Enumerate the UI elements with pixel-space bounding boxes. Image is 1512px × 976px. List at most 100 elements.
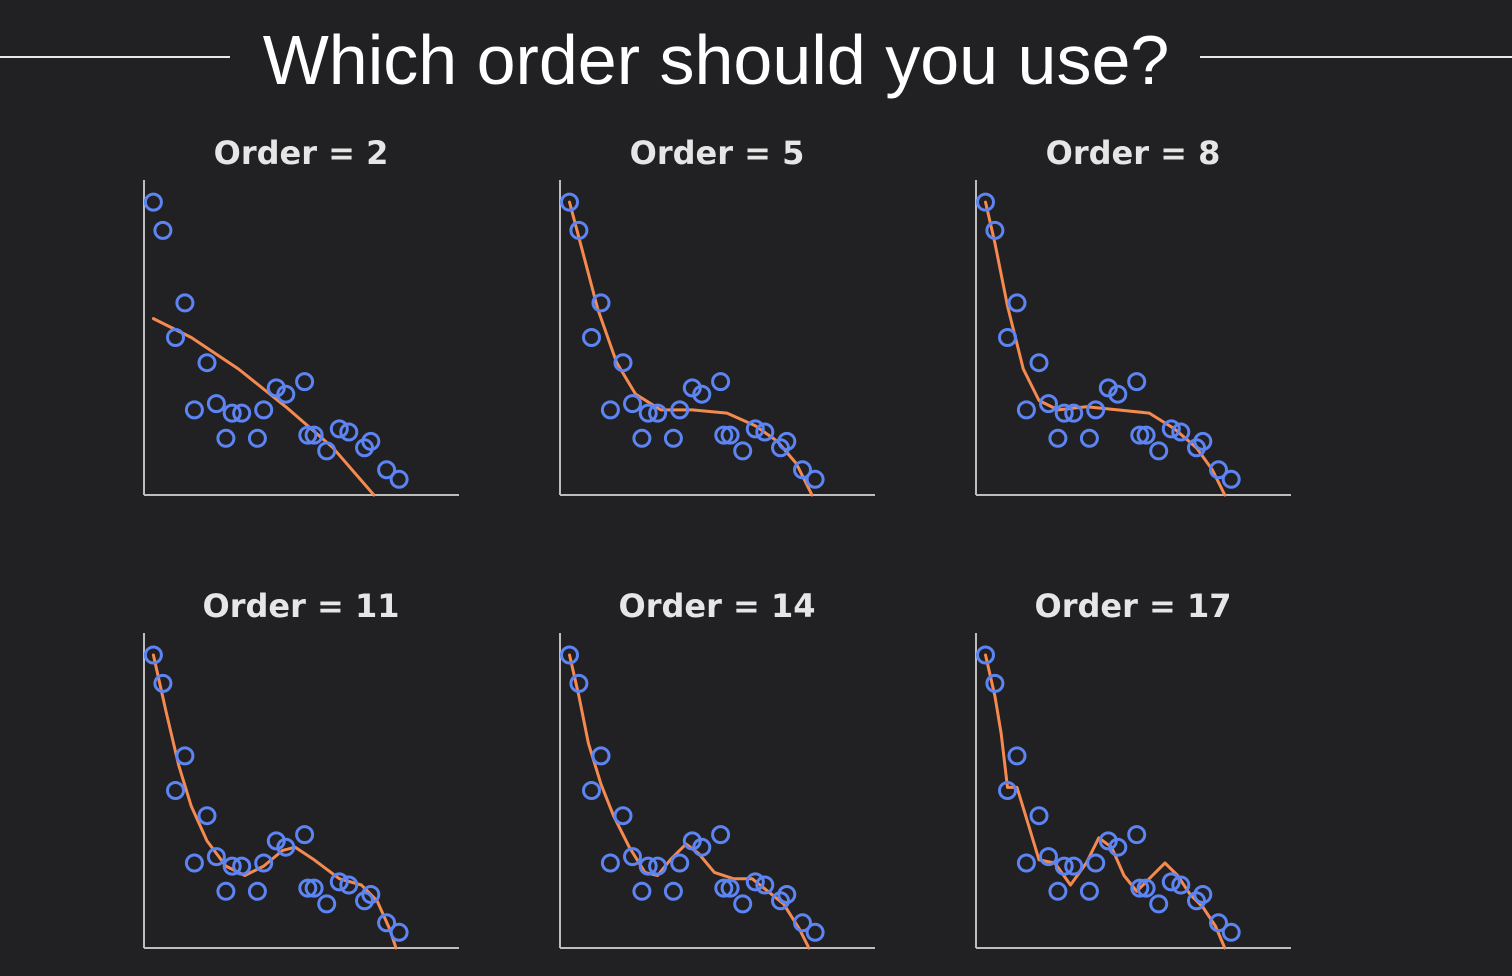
data-point (247, 881, 267, 901)
data-point (1193, 885, 1213, 904)
data-point (582, 781, 601, 800)
data-point (266, 831, 286, 851)
data-point (638, 856, 658, 876)
data-point (1039, 394, 1058, 414)
data-point (247, 428, 267, 448)
data-point (1171, 422, 1191, 442)
data-point (1130, 878, 1150, 898)
data-point (329, 872, 349, 892)
data-point (777, 885, 797, 904)
data-point (1171, 875, 1191, 895)
data-point (560, 192, 579, 212)
data-point (623, 394, 642, 414)
data-point (232, 856, 252, 876)
data-point (1161, 872, 1181, 892)
data-point (276, 384, 296, 404)
data-point (745, 872, 765, 892)
data-point (216, 428, 236, 448)
data-point (317, 894, 337, 914)
data-point (1016, 853, 1036, 873)
data-point (304, 425, 324, 445)
data-point (153, 673, 173, 693)
data-point (560, 645, 579, 665)
data-point (692, 837, 712, 857)
data-point (805, 922, 825, 942)
data-point (377, 913, 397, 933)
data-point (1108, 837, 1128, 857)
panel-order-5: Order = 5 (559, 134, 875, 497)
data-point (175, 746, 195, 766)
data-point (663, 881, 683, 901)
data-point (793, 913, 812, 933)
panel-title: Order = 8 (1046, 134, 1221, 172)
data-point (648, 856, 668, 876)
data-point (1127, 825, 1147, 845)
data-point (1054, 403, 1074, 423)
data-point (1098, 831, 1118, 851)
data-point (711, 372, 731, 392)
data-point (711, 825, 731, 845)
data-point (1136, 878, 1156, 898)
data-point (1149, 894, 1169, 914)
data-point (197, 806, 217, 826)
panel-title: Order = 14 (619, 587, 816, 625)
data-point (720, 425, 740, 445)
data-point (1221, 922, 1241, 942)
fit-curve (568, 200, 814, 497)
data-point (222, 856, 242, 876)
data-point (569, 220, 589, 240)
data-point (793, 460, 812, 480)
data-point (216, 881, 236, 901)
data-point (1127, 372, 1147, 392)
data-point (1079, 881, 1099, 901)
data-point (1136, 425, 1156, 445)
data-point (1086, 400, 1106, 420)
data-point (206, 847, 226, 867)
data-point (295, 825, 315, 845)
panel-order-2: Order = 2 (143, 134, 459, 497)
panel-grid: Order = 2 Order = 5 Order = 8 Order = 11 Ord… (143, 134, 1291, 950)
data-point (1029, 806, 1049, 826)
data-point (254, 400, 274, 420)
data-point (1064, 403, 1084, 423)
fit-curve (568, 653, 811, 950)
data-point (184, 400, 204, 420)
data-point (153, 220, 173, 240)
panel-title: Order = 5 (630, 134, 805, 172)
data-point (1029, 353, 1049, 373)
data-point (298, 425, 318, 445)
data-point (1161, 419, 1181, 439)
data-point (222, 403, 242, 423)
data-point (1064, 856, 1084, 876)
data-point (143, 192, 163, 212)
data-point (317, 441, 337, 461)
data-point (377, 460, 397, 480)
data-point (985, 673, 1005, 693)
data-point (1209, 460, 1228, 480)
data-point (361, 885, 381, 904)
data-point (613, 353, 633, 373)
data-point (166, 328, 185, 347)
data-point (298, 878, 318, 898)
data-point (206, 394, 226, 414)
data-point (1007, 293, 1027, 313)
data-point (1048, 881, 1068, 901)
panel-order-11: Order = 11 (143, 587, 459, 950)
data-point (276, 837, 296, 857)
data-point (720, 878, 740, 898)
data-point (1007, 746, 1027, 766)
fit-curve (151, 653, 398, 950)
data-point (998, 328, 1017, 347)
data-point (389, 922, 409, 942)
data-point (623, 847, 642, 867)
data-point (389, 469, 409, 489)
data-point (295, 372, 315, 392)
data-point (582, 328, 601, 347)
panel-order-14: Order = 14 (559, 587, 875, 950)
data-point (1193, 431, 1213, 451)
data-point (361, 431, 381, 451)
panel-title: Order = 17 (1035, 587, 1232, 625)
panel-title: Order = 11 (203, 587, 400, 625)
data-point (1054, 856, 1074, 876)
